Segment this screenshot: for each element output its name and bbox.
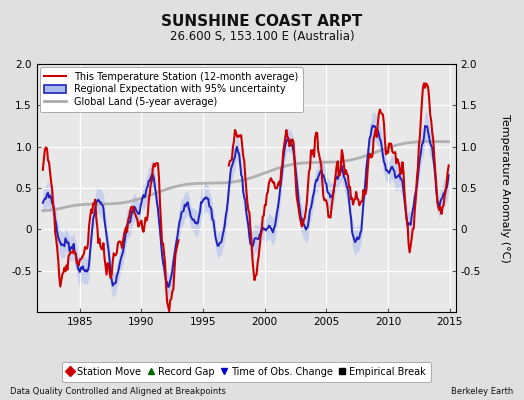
Legend: Station Move, Record Gap, Time of Obs. Change, Empirical Break: Station Move, Record Gap, Time of Obs. C… xyxy=(62,362,431,382)
Text: Berkeley Earth: Berkeley Earth xyxy=(451,387,514,396)
Y-axis label: Temperature Anomaly (°C): Temperature Anomaly (°C) xyxy=(500,114,510,262)
Text: Data Quality Controlled and Aligned at Breakpoints: Data Quality Controlled and Aligned at B… xyxy=(10,387,226,396)
Text: 26.600 S, 153.100 E (Australia): 26.600 S, 153.100 E (Australia) xyxy=(170,30,354,43)
Text: SUNSHINE COAST ARPT: SUNSHINE COAST ARPT xyxy=(161,14,363,29)
